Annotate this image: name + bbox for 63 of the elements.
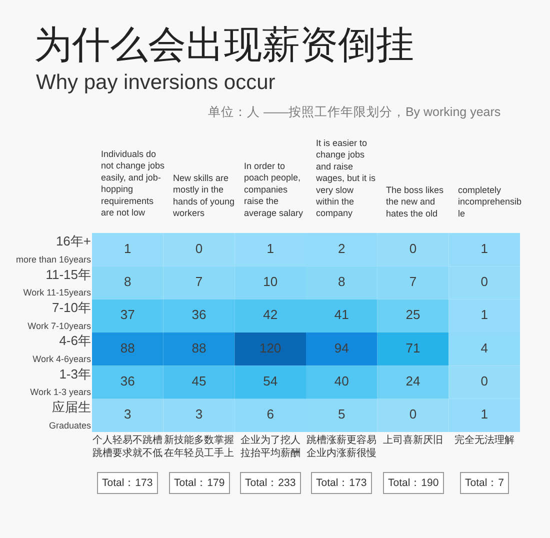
y-tick-label: 1-3年 Work 1-3 years [30, 366, 92, 398]
data-label: 7 [195, 274, 203, 289]
data-label: 8 [338, 274, 346, 289]
data-label: 0 [409, 240, 417, 256]
text: Total：173 [102, 477, 153, 489]
data-label: 25 [406, 307, 420, 322]
text: Total：7 [465, 477, 504, 489]
data-label: 36 [192, 307, 206, 322]
text: In order to poach people, companies raise the average salary [244, 161, 304, 218]
data-label: 41 [334, 307, 349, 322]
text: Total：179 [174, 477, 225, 489]
chart-subtitle: Why pay inversions occur [36, 71, 276, 94]
data-label: 0 [480, 374, 488, 388]
data-label: 88 [120, 340, 135, 356]
text: completely incomprehensible [458, 185, 522, 218]
data-label: 37 [120, 307, 135, 322]
data-label: 5 [338, 406, 346, 422]
data-label: 71 [406, 340, 420, 356]
data-label: 36 [120, 374, 135, 388]
data-label: 1 [480, 406, 488, 422]
data-label: 6 [266, 406, 274, 422]
chart-title: 为什么会出现薪资倒挂 [34, 24, 414, 66]
data-label: 0 [480, 274, 488, 289]
x-tick-label: 企业为了挖人拉抬平均薪酬 [240, 434, 300, 459]
data-label: 42 [263, 307, 278, 322]
data-label: 1 [266, 240, 274, 256]
data-label: 94 [334, 340, 349, 356]
data-label: 40 [334, 374, 349, 388]
data-label: 10 [263, 274, 278, 289]
data-label: 24 [406, 374, 420, 388]
data-label: 1 [480, 307, 488, 322]
y-tick-label: 7-10年 Work 7-10years [28, 300, 92, 331]
data-label: 8 [124, 274, 132, 289]
text: Individuals do not change jobs easily, and job-hopping requirements are not low [101, 149, 166, 218]
y-tick-label: 4-6年 Work 4-6years [32, 333, 92, 364]
text: Total：233 [245, 477, 296, 489]
data-label: 88 [192, 340, 206, 356]
text: New skills are mostly in the hands of young workers [172, 173, 235, 218]
text: The boss likes the new and hates the old [386, 185, 444, 218]
data-label: 3 [195, 406, 203, 422]
x-tick-label: 跳槽涨薪更容易企业内涨薪很慢 [306, 434, 377, 459]
data-label: 120 [259, 340, 282, 356]
x-tick-label: 完全无法理解 [454, 434, 514, 446]
data-label: 1 [124, 240, 132, 256]
data-label: 0 [409, 406, 417, 422]
x-tick-label: 新技能多数掌握在年轻员工手上 [164, 434, 234, 459]
text: Total：190 [388, 477, 439, 489]
text: Total：173 [316, 477, 367, 489]
data-label: 1 [480, 240, 488, 256]
data-label: 54 [263, 374, 278, 388]
data-label: 0 [195, 240, 203, 256]
x-tick-label: 上司喜新厌旧 [383, 434, 443, 446]
data-label: 2 [338, 240, 346, 256]
y-tick-label: 应届生 Graduates [48, 400, 92, 430]
data-label: 3 [124, 406, 132, 422]
y-tick-label: 16年+ more than 16years [16, 234, 92, 265]
text: 单位：人 ——按照工作年限划分，By working years [208, 105, 501, 119]
data-label: 45 [192, 374, 206, 388]
x-tick-label: 个人轻易不跳槽跳槽要求就不低 [92, 434, 163, 459]
data-label: 4 [480, 340, 488, 356]
y-tick-label: 11-15年 Work 11-15years [23, 266, 92, 298]
data-label: 7 [409, 274, 417, 289]
text: It is easier to change jobs and raise wages, but it is very slow within the company [315, 138, 376, 218]
